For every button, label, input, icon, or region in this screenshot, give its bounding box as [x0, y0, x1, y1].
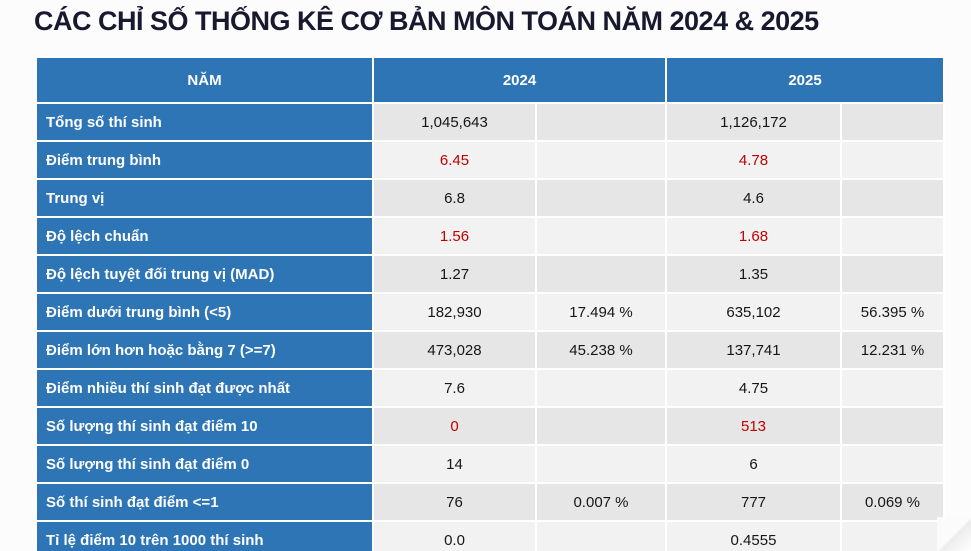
value-2024: 6.45: [372, 140, 537, 180]
pct-2024: [535, 368, 667, 408]
table-row: Điểm trung bình 6.45 4.78: [35, 140, 945, 180]
table-row: Độ lệch chuẩn 1.56 1.68: [35, 216, 945, 256]
page-title: CÁC CHỈ SỐ THỐNG KÊ CƠ BẢN MÔN TOÁN NĂM …: [34, 6, 819, 36]
value-2025: 137,741: [665, 330, 842, 370]
value-2025: 777: [665, 482, 842, 522]
value-2025: 1,126,172: [665, 102, 842, 142]
row-label: Số lượng thí sinh đạt điểm 10: [35, 406, 374, 446]
pct-2024: [535, 520, 667, 551]
value-2024: 1.56: [372, 216, 537, 256]
table-row: Trung vị 6.8 4.6: [35, 178, 945, 218]
table-row: Độ lệch tuyệt đối trung vị (MAD) 1.27 1.…: [35, 254, 945, 294]
pct-2025: [840, 102, 945, 142]
row-label: Điểm nhiều thí sinh đạt được nhất: [35, 368, 374, 408]
value-2025: 6: [665, 444, 842, 484]
value-2024: 76: [372, 482, 537, 522]
pct-2024: [535, 406, 667, 446]
pct-2024: 45.238 %: [535, 330, 667, 370]
pct-2025: 0.069 %: [840, 482, 945, 522]
value-2025: 4.6: [665, 178, 842, 218]
value-2024: 182,930: [372, 292, 537, 332]
header-year-label: NĂM: [35, 56, 374, 104]
row-label: Số thí sinh đạt điểm <=1: [35, 482, 374, 522]
value-2025: 0.4555: [665, 520, 842, 551]
value-2024: 7.6: [372, 368, 537, 408]
table-row: Điểm dưới trung bình (<5) 182,930 17.494…: [35, 292, 945, 332]
pct-2024: 0.007 %: [535, 482, 667, 522]
table-row: Tổng số thí sinh 1,045,643 1,126,172: [35, 102, 945, 142]
pct-2024: [535, 216, 667, 256]
table-row: Tỉ lệ điểm 10 trên 1000 thí sinh 0.0 0.4…: [35, 520, 945, 551]
pct-2024: [535, 254, 667, 294]
pct-2025: [840, 444, 945, 484]
pct-2025: [840, 520, 945, 551]
pct-2025: [840, 254, 945, 294]
pct-2025: [840, 216, 945, 256]
table-header-row: NĂM 2024 2025: [35, 56, 945, 104]
pct-2025: [840, 140, 945, 180]
header-2024: 2024: [372, 56, 667, 104]
table-row: Số thí sinh đạt điểm <=1 76 0.007 % 777 …: [35, 482, 945, 522]
table-row: Số lượng thí sinh đạt điểm 10 0 513: [35, 406, 945, 446]
table-row: Điểm lớn hơn hoặc bằng 7 (>=7) 473,028 4…: [35, 330, 945, 370]
pct-2024: 17.494 %: [535, 292, 667, 332]
statistics-table: NĂM 2024 2025 Tổng số thí sinh 1,045,643…: [35, 56, 945, 551]
value-2024: 14: [372, 444, 537, 484]
row-label: Điểm dưới trung bình (<5): [35, 292, 374, 332]
pct-2024: [535, 444, 667, 484]
value-2024: 0.0: [372, 520, 537, 551]
row-label: Tỉ lệ điểm 10 trên 1000 thí sinh: [35, 520, 374, 551]
row-label: Tổng số thí sinh: [35, 102, 374, 142]
row-label: Điểm trung bình: [35, 140, 374, 180]
value-2025: 4.78: [665, 140, 842, 180]
pct-2025: [840, 406, 945, 446]
pct-2024: [535, 102, 667, 142]
pct-2025: 12.231 %: [840, 330, 945, 370]
table-row: Điểm nhiều thí sinh đạt được nhất 7.6 4.…: [35, 368, 945, 408]
row-label: Độ lệch chuẩn: [35, 216, 374, 256]
pct-2024: [535, 178, 667, 218]
row-label: Điểm lớn hơn hoặc bằng 7 (>=7): [35, 330, 374, 370]
value-2025: 1.35: [665, 254, 842, 294]
value-2025: 1.68: [665, 216, 842, 256]
value-2025: 4.75: [665, 368, 842, 408]
value-2025: 635,102: [665, 292, 842, 332]
pct-2024: [535, 140, 667, 180]
row-label: Số lượng thí sinh đạt điểm 0: [35, 444, 374, 484]
value-2025: 513: [665, 406, 842, 446]
header-2025: 2025: [665, 56, 945, 104]
row-label: Độ lệch tuyệt đối trung vị (MAD): [35, 254, 374, 294]
pct-2025: 56.395 %: [840, 292, 945, 332]
pct-2025: [840, 368, 945, 408]
value-2024: 6.8: [372, 178, 537, 218]
value-2024: 473,028: [372, 330, 537, 370]
page-number: 4: [952, 515, 959, 529]
row-label: Trung vị: [35, 178, 374, 218]
value-2024: 0: [372, 406, 537, 446]
pct-2025: [840, 178, 945, 218]
table-row: Số lượng thí sinh đạt điểm 0 14 6: [35, 444, 945, 484]
value-2024: 1,045,643: [372, 102, 537, 142]
value-2024: 1.27: [372, 254, 537, 294]
